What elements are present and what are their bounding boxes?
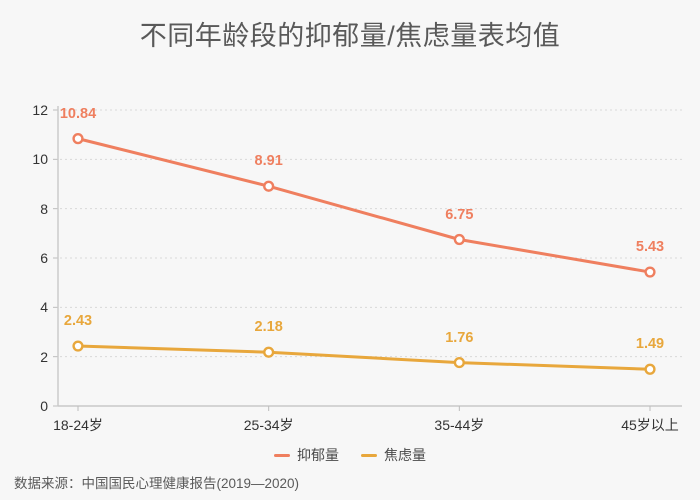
legend-color-swatch xyxy=(274,453,290,457)
series-line xyxy=(76,137,652,274)
x-axis-tick-label: 25-34岁 xyxy=(243,417,294,433)
y-axis-tick-label: 0 xyxy=(40,398,48,414)
data-point-marker xyxy=(263,346,275,358)
series-points xyxy=(72,133,656,375)
series-lines xyxy=(76,137,652,371)
legend-item[interactable]: 抑郁量 xyxy=(274,445,339,465)
y-axis-tick-label: 12 xyxy=(32,102,48,118)
data-point-value-label: 6.75 xyxy=(445,206,474,223)
data-point-marker xyxy=(453,233,465,246)
data-point-marker xyxy=(644,266,656,278)
series-line xyxy=(76,344,652,371)
data-point-value-label: 2.43 xyxy=(63,313,93,330)
data-point-marker xyxy=(263,180,275,192)
y-axis-tick-label: 4 xyxy=(40,299,48,316)
data-point-value-label: 1.76 xyxy=(445,329,474,346)
data-point-marker xyxy=(644,363,656,375)
data-point-value-label: 1.49 xyxy=(635,336,665,353)
chart-legend: 抑郁量 焦虑量 xyxy=(0,445,700,465)
x-axis-tick-label: 35-44岁 xyxy=(434,417,485,433)
chart-title: 不同年龄段的抑郁量/焦虑量表均值 xyxy=(139,21,561,51)
x-axis-tick-label: 45岁以上 xyxy=(621,417,679,433)
data-point-value-label: 8.91 xyxy=(254,153,283,170)
y-axis-tick-label: 8 xyxy=(40,200,48,217)
data-point-value-label: 5.43 xyxy=(635,239,665,256)
data-point-value-label: 2.18 xyxy=(254,319,283,336)
x-axis-tick-label: 18-24岁 xyxy=(53,417,103,433)
y-axis-tick-label: 10 xyxy=(32,151,48,168)
data-point-marker xyxy=(72,340,84,352)
data-point-value-label: 10.84 xyxy=(59,105,97,122)
data-point-marker xyxy=(72,133,84,145)
axis-lines xyxy=(53,106,682,411)
y-axis-tick-label: 2 xyxy=(40,348,48,365)
gridlines xyxy=(60,109,682,407)
legend-label: 抑郁量 xyxy=(297,447,339,463)
legend-color-swatch xyxy=(361,453,377,457)
data-point-marker xyxy=(453,356,465,369)
legend-label: 焦虑量 xyxy=(384,447,426,463)
y-axis-tick-label: 6 xyxy=(40,250,48,266)
source-note: 数据来源：中国国民心理健康报告(2019—2020) xyxy=(14,476,300,491)
legend-item[interactable]: 焦虑量 xyxy=(361,445,426,465)
